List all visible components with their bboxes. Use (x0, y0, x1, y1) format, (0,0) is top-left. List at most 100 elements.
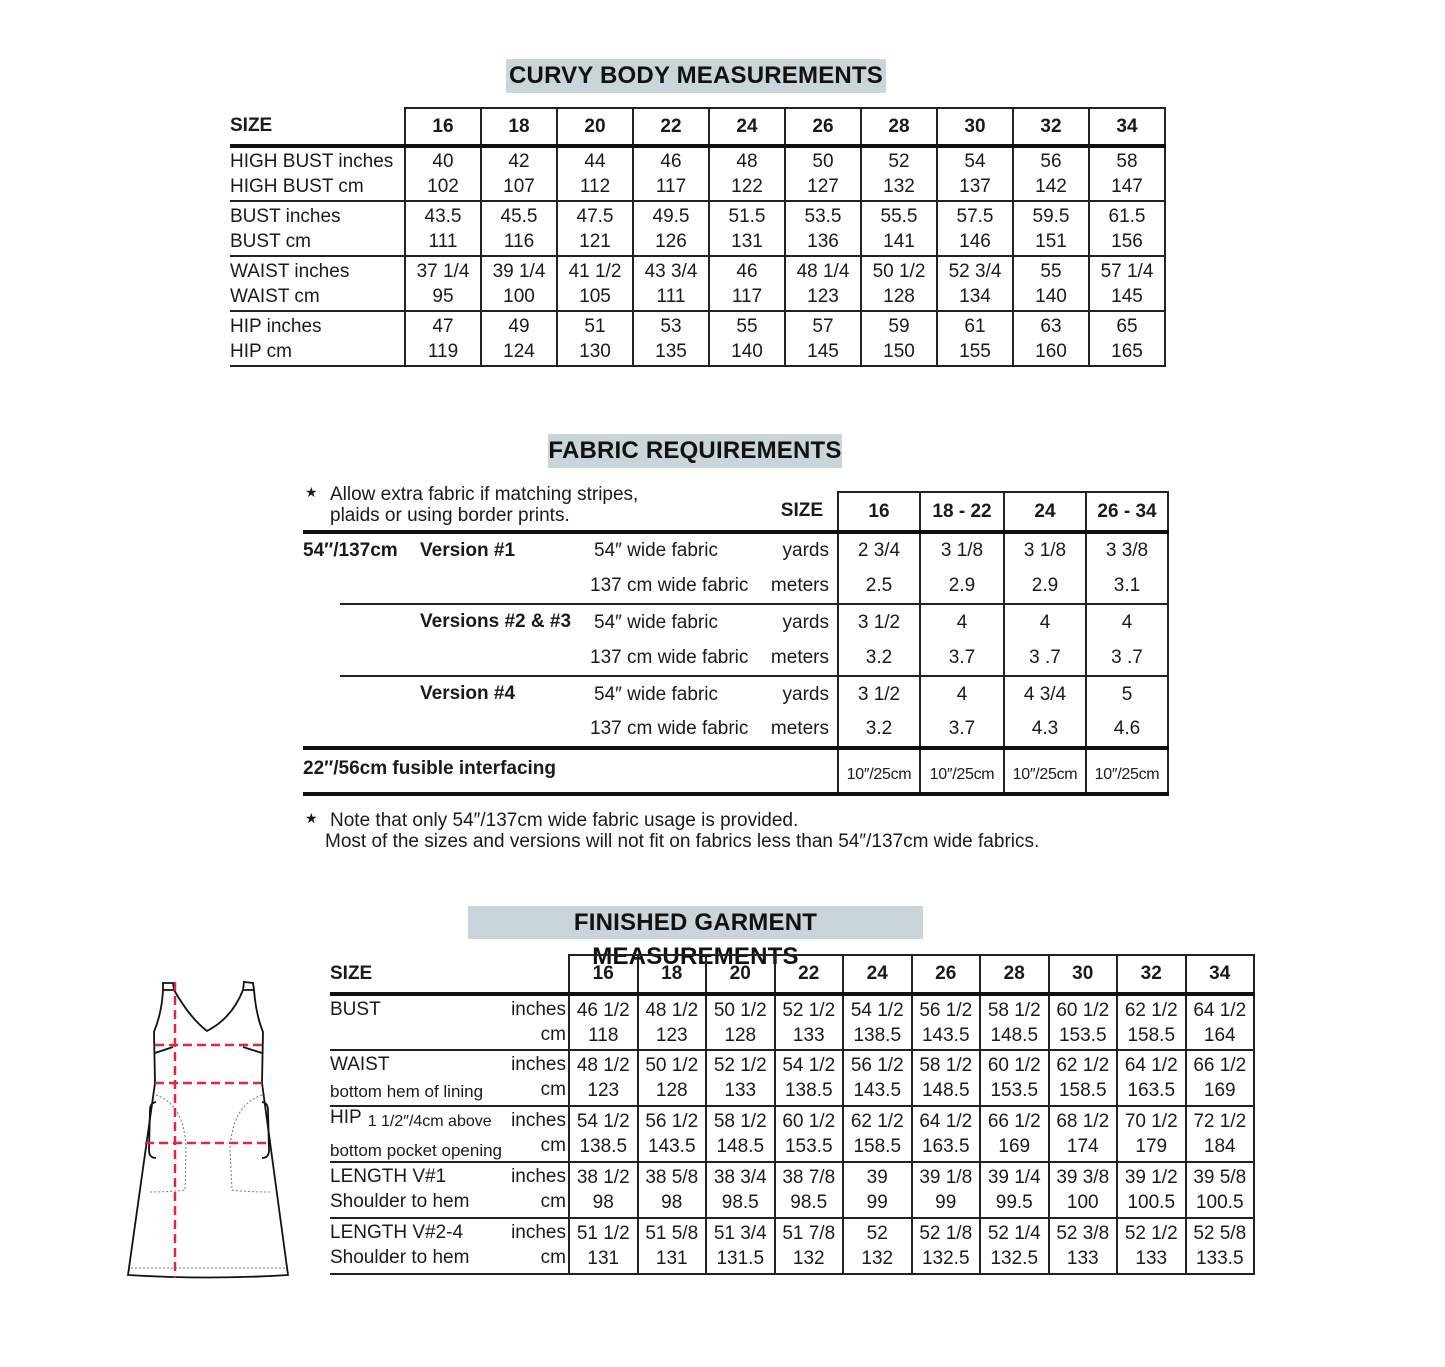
version-label: Versions #2 & #3 (340, 604, 590, 677)
fabric-width-label: 54″ wide fabric (594, 540, 718, 561)
value-cm: 100 (1066, 1192, 1099, 1213)
value-cm: 98.5 (790, 1192, 828, 1213)
value-cm: 133 (1066, 1248, 1099, 1269)
header-row: SIZE 16 18 - 22 24 26 - 34 (303, 491, 1169, 534)
table-cell: 40 102 (404, 146, 482, 202)
table-cell: 10″/25cm (919, 748, 1005, 796)
value-inches: 44 (584, 151, 606, 172)
value-inches: 56 1/2 (850, 1055, 904, 1076)
footnote-line1: Note that only 54″/137cm wide fabric usa… (330, 810, 799, 831)
value-inches: 45.5 (500, 205, 538, 227)
size-header: SIZE (330, 955, 569, 996)
size-column-header: 34 (1184, 954, 1255, 996)
value-cm: 133 (724, 1080, 757, 1101)
row-label: WAIST bottom hem of lining inches cm (330, 1050, 569, 1107)
size-header: SIZE (765, 492, 838, 534)
value-inches: 65 (1116, 315, 1138, 337)
value-inches: 51 (584, 315, 606, 337)
footnote-line2: Most of the sizes and versions will not … (325, 831, 1040, 852)
value-inches: 51 1/2 (576, 1223, 630, 1244)
value-inches: 51 3/4 (713, 1223, 767, 1244)
header-spacer (303, 492, 765, 534)
row-label-sub: Shoulder to hem (330, 1247, 470, 1268)
table-cell: 63 160 (1012, 311, 1090, 367)
value-cm: 111 (656, 285, 686, 307)
row-label-main: WAIST (330, 1054, 389, 1076)
row-label-cm: HIP cm (230, 340, 292, 362)
table-cell: 50 1/2 128 (636, 1050, 707, 1107)
table-cell: 3.2 (837, 712, 921, 750)
interfacing-row: 22″/56cm fusible interfacing 10″/25cm 10″/… (303, 748, 1169, 796)
size-column-header: 24 (1003, 491, 1087, 534)
unit-label: meters (765, 712, 838, 750)
row-label-inches: HIP inches (230, 315, 322, 337)
table-cell: 41 1/2 105 (556, 256, 634, 312)
table-cell: 3.7 (919, 640, 1005, 677)
value-inches: 55 (736, 315, 758, 337)
table-cell: 64 1/2 163.5 (910, 1106, 981, 1163)
value-inches: 39 1/8 (919, 1167, 973, 1188)
table-cell: 59.5 151 (1012, 201, 1090, 257)
value-inches: 46 (736, 260, 758, 282)
table-row: HIP inches HIP cm 47 119 49 124 51 130 53 135 55 14… (230, 311, 1166, 367)
interfacing-label: 22″/56cm fusible interfacing (303, 748, 838, 796)
value-cm: 169 (1203, 1080, 1236, 1101)
value-cm: 122 (731, 176, 763, 197)
table-cell: 38 1/2 98 (568, 1162, 639, 1219)
table-cell: 5 (1085, 676, 1169, 712)
row-label: HIGH BUST inches HIGH BUST cm (230, 146, 405, 202)
value-inches: 59 (888, 315, 910, 337)
table-cell: 4 (919, 676, 1005, 712)
value-cm: 123 (807, 285, 839, 307)
value-inches: 61.5 (1108, 205, 1146, 227)
value-cm: 156 (1111, 230, 1143, 252)
value-inches: 50 1/2 (645, 1055, 699, 1076)
value-cm: 148.5 (990, 1024, 1039, 1046)
fabric-row-meters: 137 cm wide fabric meters 3.2 3.7 3 .7 3 .7 (303, 640, 1169, 677)
row-label-cm: HIGH BUST cm (230, 176, 364, 197)
row-label-note: 1 1/2″/4cm above (367, 1113, 492, 1130)
value-inches: 47.5 (576, 205, 614, 227)
value-inches: 58 1/2 (713, 1111, 767, 1132)
table-cell: 39 1/4 99.5 (979, 1162, 1050, 1219)
row-label: HIP inches HIP cm (230, 311, 405, 367)
value-inches: 49 (508, 315, 530, 337)
value-cm: 158.5 (853, 1136, 902, 1157)
value-cm: 169 (998, 1136, 1031, 1157)
row-label-cm: BUST cm (230, 230, 311, 252)
value-cm: 131.5 (716, 1248, 765, 1269)
fabric-row-yards: Version #4 54″ wide fabric yards 3 1/2 4 4 3/… (303, 676, 1169, 750)
value-cm: 99 (866, 1192, 888, 1213)
table-cell: 52 1/8 132.5 (910, 1218, 981, 1275)
table-cell: 62 1/2 158.5 (842, 1106, 913, 1163)
size-column-header: 18 (636, 954, 707, 996)
value-cm: 174 (1066, 1136, 1099, 1157)
table-cell: 42 107 (480, 146, 558, 202)
table-cell: 58 1/2 148.5 (910, 1050, 981, 1107)
value-inches: 50 1/2 (713, 999, 767, 1021)
table-cell: 38 5/8 98 (636, 1162, 707, 1219)
table-cell: 45.5 116 (480, 201, 558, 257)
table-cell: 39 3/8 100 (1047, 1162, 1118, 1219)
table-cell: 61 155 (936, 311, 1014, 367)
row-label-sub: Shoulder to hem (330, 1191, 470, 1212)
value-cm: 111 (428, 230, 458, 252)
value-inches: 64 1/2 (919, 1111, 973, 1132)
value-cm: 123 (587, 1080, 620, 1101)
value-inches: 38 3/4 (713, 1167, 767, 1188)
fabric-width-label: 54″ wide fabric (594, 683, 718, 705)
table-cell: 3 1/2 (837, 604, 921, 640)
value-cm: 128 (655, 1080, 688, 1101)
value-inches: 39 5/8 (1193, 1167, 1247, 1188)
value-cm: 163.5 (921, 1136, 970, 1157)
size-column-header: 26 - 34 (1085, 491, 1169, 534)
size-column-header: 24 (708, 107, 786, 148)
value-inches: 47 (432, 315, 454, 337)
unit-label: yards (782, 683, 829, 705)
value-cm: 133 (792, 1024, 825, 1046)
value-cm: 98 (592, 1192, 614, 1213)
fabric-row-yards: Versions #2 & #3 54″ wide fabric yards 3 1/… (303, 604, 1169, 677)
table-cell: 55.5 141 (860, 201, 938, 257)
value-inches: 51 5/8 (645, 1223, 699, 1244)
table-cell: 52 3/4 134 (936, 256, 1014, 312)
